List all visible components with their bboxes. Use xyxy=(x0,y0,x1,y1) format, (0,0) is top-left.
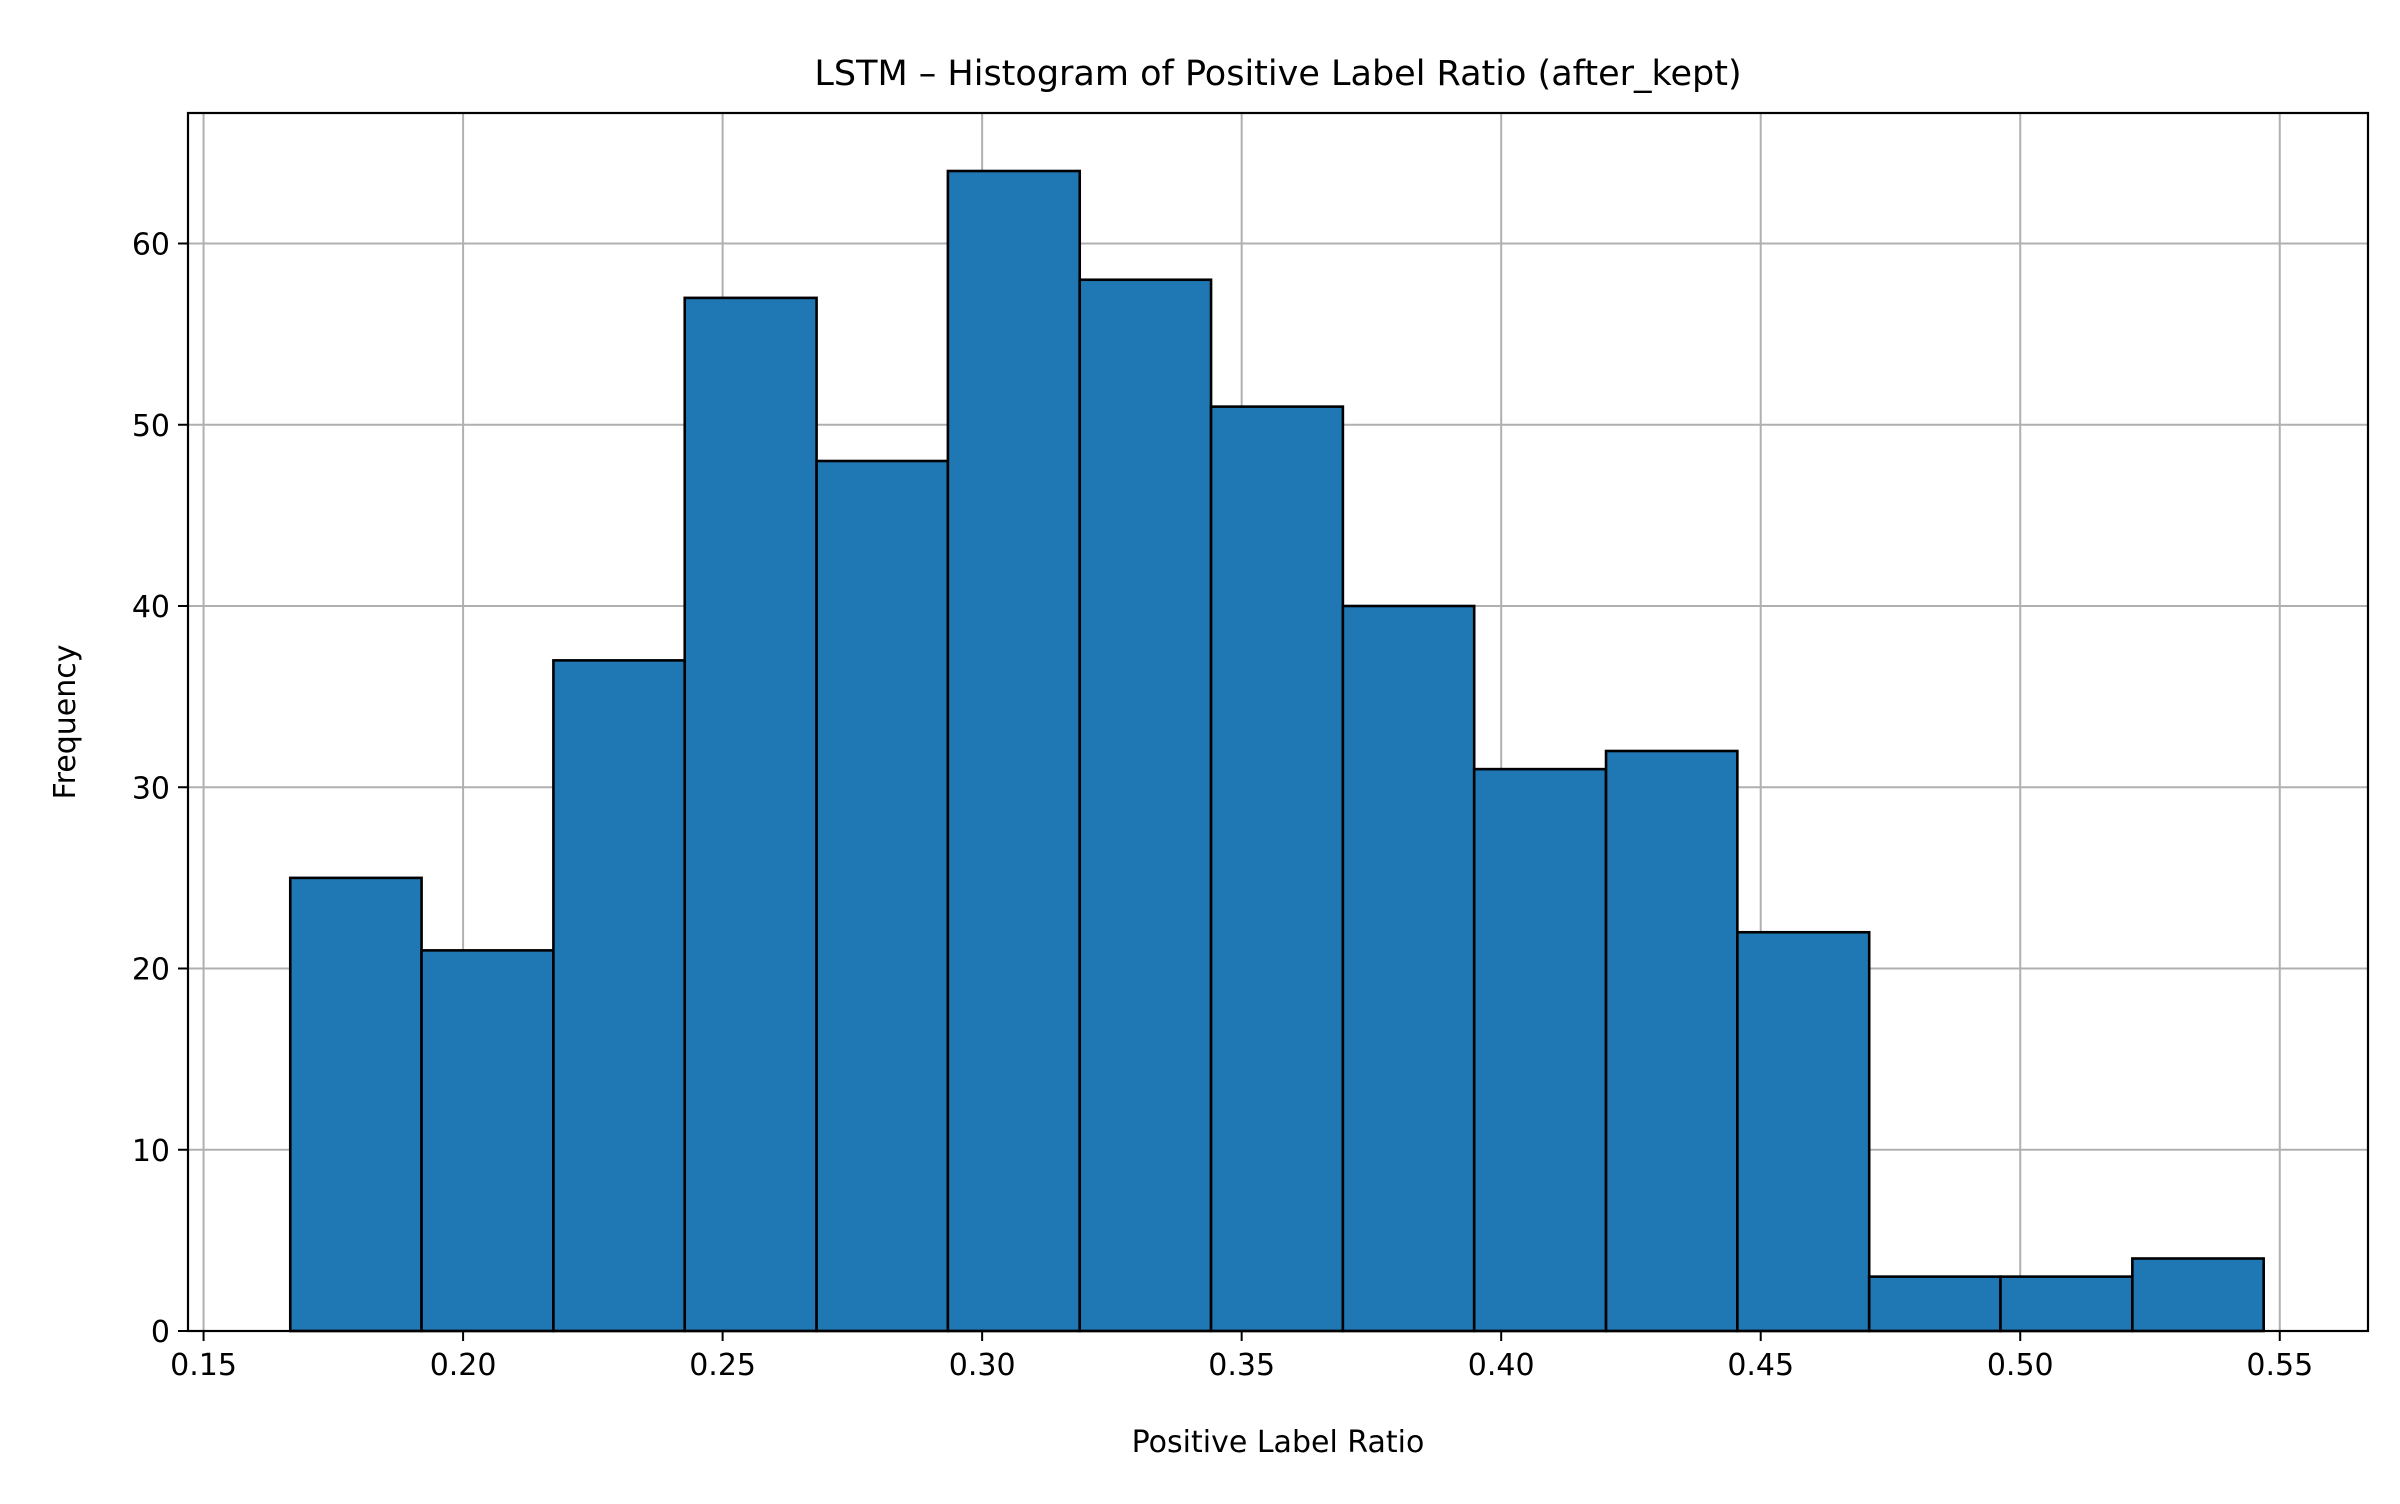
histogram-bar xyxy=(1078,278,1213,1333)
x-tick-label: 0.50 xyxy=(1987,1348,2054,1383)
x-axis-ticks: 0.15 0.20 0.25 0.30 0.35 0.40 0.45 0.50 0.55 xyxy=(170,1331,2313,1383)
chart-title: LSTM – Histogram of Positive Label Ratio… xyxy=(814,54,1741,94)
x-tick-label: 0.35 xyxy=(1208,1348,1275,1383)
y-tick-label: 30 xyxy=(132,771,170,806)
y-tick-label: 0 xyxy=(151,1315,170,1350)
y-tick-label: 10 xyxy=(132,1134,170,1169)
plot-frame xyxy=(186,111,2370,1333)
y-axis-ticks: 0 10 20 30 40 50 60 xyxy=(132,228,188,1350)
histogram-bar xyxy=(288,876,423,1333)
x-tick-label: 0.20 xyxy=(430,1348,497,1383)
x-tick-label: 0.40 xyxy=(1468,1348,1535,1383)
y-tick-label: 20 xyxy=(132,953,170,988)
histogram-bar xyxy=(552,659,687,1333)
x-tick-label: 0.25 xyxy=(689,1348,756,1383)
histogram-bars xyxy=(288,169,2265,1333)
x-tick-label: 0.30 xyxy=(949,1348,1016,1383)
histogram-bar xyxy=(946,169,1082,1333)
y-axis-label: Frequency xyxy=(48,645,83,800)
y-tick-label: 40 xyxy=(132,590,170,625)
x-tick-label: 0.15 xyxy=(170,1348,237,1383)
histogram-bar xyxy=(815,459,950,1333)
histogram-bar xyxy=(2131,1257,2265,1333)
x-tick-label: 0.55 xyxy=(2246,1348,2313,1383)
histogram-bar xyxy=(1209,405,1345,1333)
histogram-bar xyxy=(1472,767,1608,1333)
x-axis-label: Positive Label Ratio xyxy=(1132,1425,1425,1460)
histogram-bar xyxy=(1341,604,1476,1333)
y-tick-label: 60 xyxy=(132,228,170,263)
histogram-bar xyxy=(1867,1275,2002,1333)
x-tick-label: 0.45 xyxy=(1727,1348,1794,1383)
histogram-bar xyxy=(1604,749,1739,1333)
histogram-bar xyxy=(1999,1275,2134,1333)
y-tick-label: 50 xyxy=(132,409,170,444)
histogram-bar xyxy=(683,296,818,1333)
histogram-bar xyxy=(420,949,555,1333)
histogram-bar xyxy=(1736,930,1871,1333)
